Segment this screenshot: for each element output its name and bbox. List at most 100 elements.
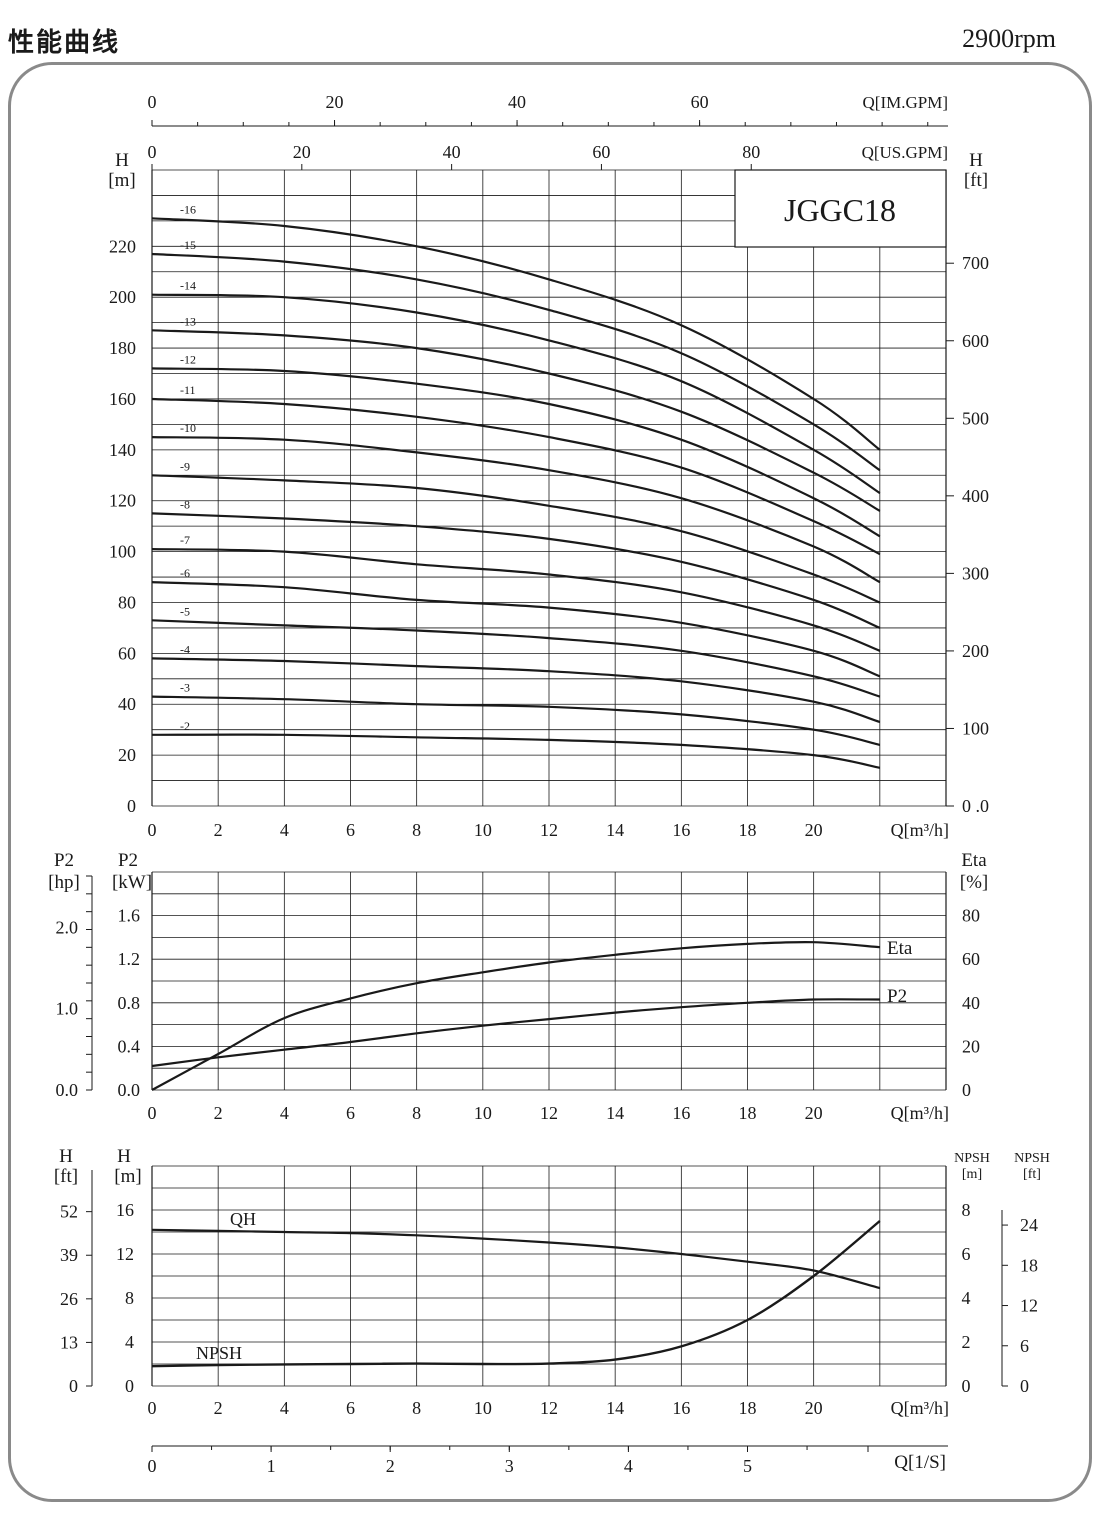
p2-x-tick-label: 14 [606, 1103, 624, 1123]
hq-curve-label: -6 [180, 566, 190, 580]
us-gpm-tick-label: 60 [592, 142, 610, 162]
hq-x-tick-label: 2 [214, 820, 223, 840]
im-gpm-tick-label: 60 [691, 92, 709, 112]
p2-x-tick-label: 0 [148, 1103, 157, 1123]
npsh-h-m-tick-label: 16 [116, 1200, 134, 1220]
hq-y-left-tick-label: 200 [109, 287, 136, 307]
npsh-h-m-tick-label: 8 [125, 1288, 134, 1308]
us-gpm-tick-label: 80 [742, 142, 760, 162]
p2-hp-label: P2 [54, 850, 74, 871]
im-gpm-tick-label: 20 [326, 92, 344, 112]
hq-y-left-tick-label: 180 [109, 338, 136, 358]
hq-x-tick-label: 10 [474, 820, 492, 840]
npsh-x-tick-label: 12 [540, 1398, 558, 1418]
hq-y-right-tick-label: 600 [962, 331, 989, 351]
hq-y-left-tick-label: 140 [109, 440, 136, 460]
p2-hp-unit: [hp] [48, 872, 80, 893]
npsh-x-tick-label: 14 [606, 1398, 624, 1418]
p2-hp-tick-label: 2.0 [56, 917, 79, 937]
hq-x-tick-label: 0 [148, 820, 157, 840]
p2-x-tick-label: 12 [540, 1103, 558, 1123]
npsh-h-m-label: H [117, 1146, 131, 1167]
hq-curve-label: -12 [180, 352, 196, 366]
hq-curve-label: -7 [180, 533, 190, 547]
hq-curve-stage-7 [151, 548, 881, 652]
hq-y-left-tick-label: 120 [109, 491, 136, 511]
ls-axis-label: Q[1/S] [894, 1452, 946, 1473]
eta-tick-label: 60 [962, 949, 980, 969]
hq-curve-label: -8 [180, 497, 190, 511]
hq-x-tick-label: 4 [280, 820, 289, 840]
hq-curve-stage-2 [151, 733, 881, 769]
npsh-curve [151, 1220, 881, 1368]
hq-curve-stage-6 [151, 581, 881, 678]
hq-curve-stage-9 [151, 474, 881, 604]
model-box [734, 169, 947, 248]
npsh-x-tick-label: 4 [280, 1398, 289, 1418]
p2-hp-tick-label: 1.0 [56, 999, 79, 1019]
eta-curve [151, 940, 880, 1091]
eta-tick-label: 40 [962, 993, 980, 1013]
hq-x-tick-label: 16 [672, 820, 690, 840]
hq-x-tick-label: 18 [739, 820, 757, 840]
hq-curve-stage-8 [151, 512, 881, 629]
hq-y-right-tick-label: 0 .0 [962, 796, 989, 816]
hq-curve-stage-11 [151, 397, 881, 556]
npsh-x-tick-label: 20 [805, 1398, 823, 1418]
hq-curve-stage-14 [151, 293, 881, 495]
npsh-x-axis-label: Q[m³/h] [891, 1398, 949, 1418]
hq-y-right-tick-label: 100 [962, 718, 989, 738]
hq-y-left-tick-label: 80 [118, 592, 136, 612]
hq-curve-stage-5 [151, 619, 881, 698]
npsh-ft-tick-label: 12 [1020, 1296, 1038, 1316]
npsh-m-tick-label: 0 [962, 1376, 971, 1396]
hq-y-right-tick-label: 200 [962, 641, 989, 661]
hq-y-left-tick-label: 40 [118, 694, 136, 714]
hq-y-left-unit: [m] [108, 170, 135, 191]
hq-y-right-label: H [969, 150, 983, 171]
npsh-h-m-tick-label: 12 [116, 1244, 134, 1264]
eta-curve-label: Eta [887, 938, 913, 959]
npsh-h-ft-tick-label: 26 [60, 1289, 78, 1309]
eta-tick-label: 20 [962, 1036, 980, 1056]
hq-curve-label: -11 [180, 383, 196, 397]
npsh-ft-tick-label: 18 [1020, 1255, 1038, 1275]
p2-hp-tick-label: 0.0 [56, 1080, 79, 1100]
p2-x-tick-label: 2 [214, 1103, 223, 1123]
ls-tick-label: 4 [624, 1456, 633, 1476]
p2-x-tick-label: 10 [474, 1103, 492, 1123]
hq-y-left-tick-label: 60 [118, 643, 136, 663]
npsh-x-tick-label: 16 [672, 1398, 690, 1418]
p2-kw-tick-label: 0.4 [118, 1036, 141, 1056]
p2-kw-tick-label: 1.2 [118, 949, 141, 969]
hq-curve-stage-4 [151, 657, 881, 724]
npsh-ft-unit: [ft] [1023, 1167, 1041, 1182]
hq-curve-label: -13 [180, 314, 196, 328]
hq-curve-label: -2 [180, 719, 190, 733]
hq-curve-label: -4 [180, 642, 190, 656]
hq-x-tick-label: 8 [412, 820, 421, 840]
npsh-x-tick-label: 0 [148, 1398, 157, 1418]
p2-x-axis-label: Q[m³/h] [891, 1103, 949, 1123]
ls-tick-label: 3 [505, 1456, 514, 1476]
p2-kw-tick-label: 0.8 [118, 993, 141, 1013]
hq-curve-stage-3 [151, 695, 881, 746]
npsh-h-m-unit: [m] [114, 1166, 141, 1187]
speed-label: 2900rpm [962, 24, 1056, 53]
npsh-m-unit: [m] [962, 1167, 982, 1182]
npsh-h-ft-tick-label: 13 [60, 1332, 78, 1352]
hq-curve-stage-12 [151, 367, 881, 538]
chart-frame [8, 62, 1092, 1502]
p2-curve-label: P2 [887, 986, 907, 1007]
p2-kw-label: P2 [118, 850, 138, 871]
p2-x-tick-label: 16 [672, 1103, 690, 1123]
hq-y-right-tick-label: 300 [962, 563, 989, 583]
im-gpm-tick-label: 0 [148, 92, 157, 112]
npsh-h-m-tick-label: 4 [125, 1332, 134, 1352]
qh-curve [151, 1228, 881, 1290]
npsh-h-ft-tick-label: 39 [60, 1245, 78, 1265]
p2-x-tick-label: 18 [739, 1103, 757, 1123]
ls-tick-label: 2 [386, 1456, 395, 1476]
p2-x-tick-label: 6 [346, 1103, 355, 1123]
us-gpm-tick-label: 20 [293, 142, 311, 162]
